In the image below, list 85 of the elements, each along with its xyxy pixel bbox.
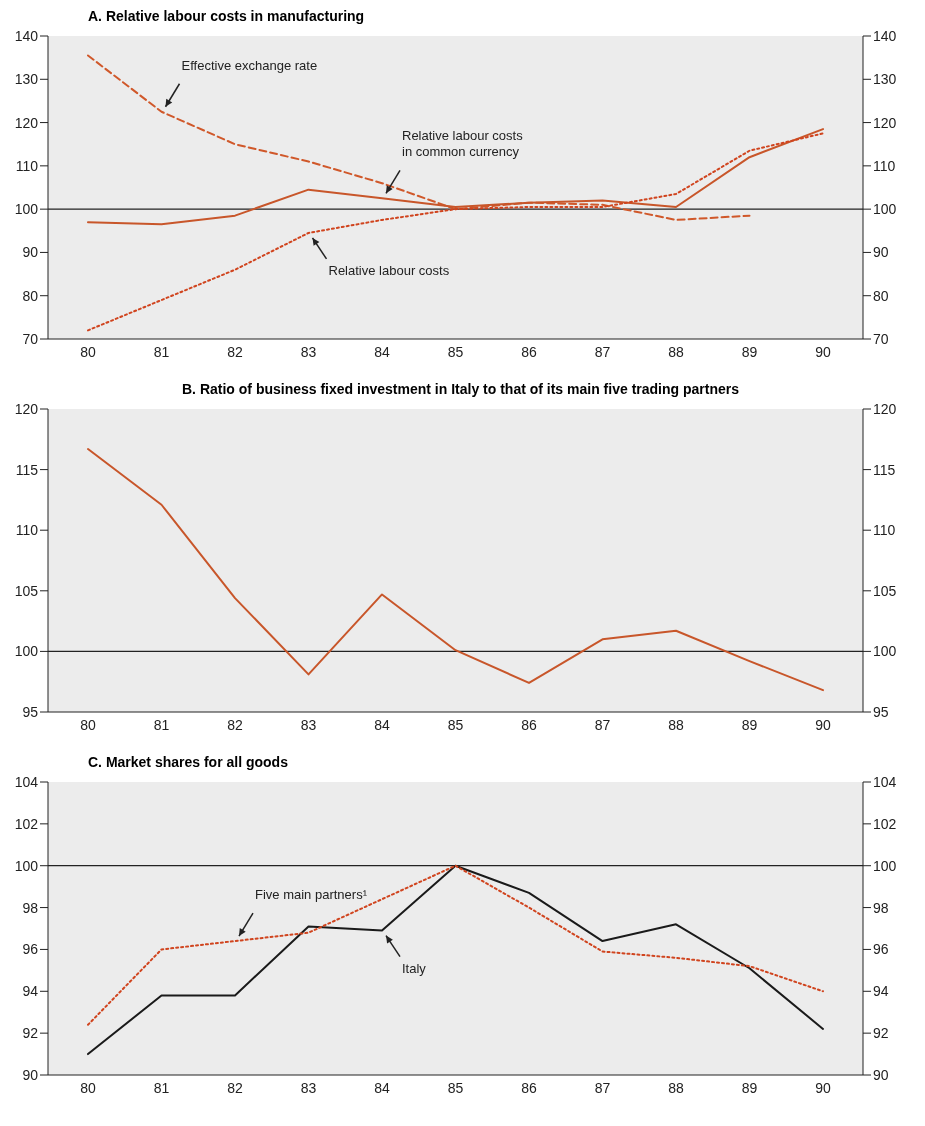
x-tick-label: 88 <box>668 343 684 360</box>
x-tick-label: 88 <box>668 716 684 733</box>
x-tick-label: 90 <box>815 1079 831 1096</box>
y-tick-label: 90 <box>22 1066 39 1083</box>
x-tick-label: 89 <box>741 343 758 360</box>
annotation: Italy <box>402 960 427 976</box>
x-tick-label: 85 <box>447 1079 464 1096</box>
x-tick-label: 81 <box>153 1079 170 1096</box>
y-tick-label: 100 <box>14 643 39 660</box>
x-tick-label: 84 <box>374 716 390 733</box>
x-tick-label: 85 <box>447 716 464 733</box>
annotation: Effective exchange rate <box>181 57 318 73</box>
y-tick-label: 80 <box>22 287 39 304</box>
y-tick-label: 90 <box>22 244 39 261</box>
x-tick-label: 80 <box>80 716 96 733</box>
y2-tick-label: 96 <box>873 941 889 958</box>
x-tick-label: 88 <box>668 1079 684 1096</box>
y-tick-label: 70 <box>22 330 39 347</box>
y-tick-label: 105 <box>14 582 39 599</box>
y2-tick-label: 130 <box>873 71 897 88</box>
y-tick-label: 100 <box>14 857 39 874</box>
y-tick-label: 140 <box>14 27 39 44</box>
x-tick-label: 83 <box>300 716 317 733</box>
x-tick-label: 84 <box>374 1079 390 1096</box>
annotation: Five main partners¹ <box>255 887 368 903</box>
y2-tick-label: 98 <box>873 899 889 916</box>
y2-tick-label: 100 <box>873 201 897 218</box>
x-tick-label: 81 <box>153 716 170 733</box>
y-tick-label: 120 <box>14 114 39 131</box>
y-tick-label: 120 <box>14 400 39 417</box>
x-tick-label: 80 <box>80 1079 96 1096</box>
y-tick-label: 94 <box>22 983 39 1000</box>
y-tick-label: 102 <box>14 815 39 832</box>
y-tick-label: 104 <box>14 773 39 790</box>
x-tick-label: 89 <box>741 716 758 733</box>
x-tick-label: 81 <box>153 343 170 360</box>
x-tick-label: 84 <box>374 343 390 360</box>
x-tick-label: 90 <box>815 343 831 360</box>
y2-tick-label: 110 <box>873 157 896 174</box>
annotation: Relative labour costs <box>328 262 450 278</box>
x-tick-label: 89 <box>741 1079 758 1096</box>
x-tick-label: 83 <box>300 1079 317 1096</box>
y-tick-label: 130 <box>14 71 39 88</box>
x-tick-label: 82 <box>227 716 243 733</box>
y2-tick-label: 110 <box>873 522 896 539</box>
y2-tick-label: 120 <box>873 400 897 417</box>
x-tick-label: 82 <box>227 1079 243 1096</box>
annotation: Relative labour costs in common currency <box>402 128 524 160</box>
x-tick-label: 86 <box>521 1079 537 1096</box>
y2-tick-label: 120 <box>873 114 897 131</box>
x-tick-label: 86 <box>521 343 537 360</box>
y2-tick-label: 104 <box>873 773 897 790</box>
y2-tick-label: 100 <box>873 643 897 660</box>
y-tick-label: 110 <box>15 522 39 539</box>
x-tick-label: 80 <box>80 343 96 360</box>
y2-tick-label: 80 <box>873 287 889 304</box>
y2-tick-label: 105 <box>873 582 897 599</box>
y2-tick-label: 92 <box>873 1025 889 1042</box>
x-tick-label: 82 <box>227 343 243 360</box>
x-tick-label: 83 <box>300 343 317 360</box>
y2-tick-label: 102 <box>873 815 897 832</box>
y2-tick-label: 90 <box>873 1066 889 1083</box>
y2-tick-label: 100 <box>873 857 897 874</box>
y2-tick-label: 95 <box>873 703 889 720</box>
y-tick-label: 95 <box>22 703 39 720</box>
x-tick-label: 86 <box>521 716 537 733</box>
y2-tick-label: 90 <box>873 244 889 261</box>
y-tick-label: 115 <box>15 461 39 478</box>
x-tick-label: 87 <box>594 1079 611 1096</box>
y2-tick-label: 94 <box>873 983 889 1000</box>
y-tick-label: 92 <box>22 1025 39 1042</box>
x-tick-label: 90 <box>815 716 831 733</box>
x-tick-label: 85 <box>447 343 464 360</box>
x-tick-label: 87 <box>594 343 611 360</box>
chart-title: B. Ratio of business fixed investment in Italy to that of its main five trading partners <box>181 381 740 399</box>
chart-title: C. Market shares for all goods <box>87 754 289 772</box>
y-tick-label: 100 <box>14 201 39 218</box>
x-tick-label: 87 <box>594 716 611 733</box>
chart-title: A. Relative labour costs in manufacturing <box>87 8 366 26</box>
y-tick-label: 96 <box>22 941 39 958</box>
y-tick-label: 98 <box>22 899 39 916</box>
y2-tick-label: 140 <box>873 27 897 44</box>
y-tick-label: 110 <box>15 157 39 174</box>
y2-tick-label: 70 <box>873 330 889 347</box>
y2-tick-label: 115 <box>873 461 896 478</box>
